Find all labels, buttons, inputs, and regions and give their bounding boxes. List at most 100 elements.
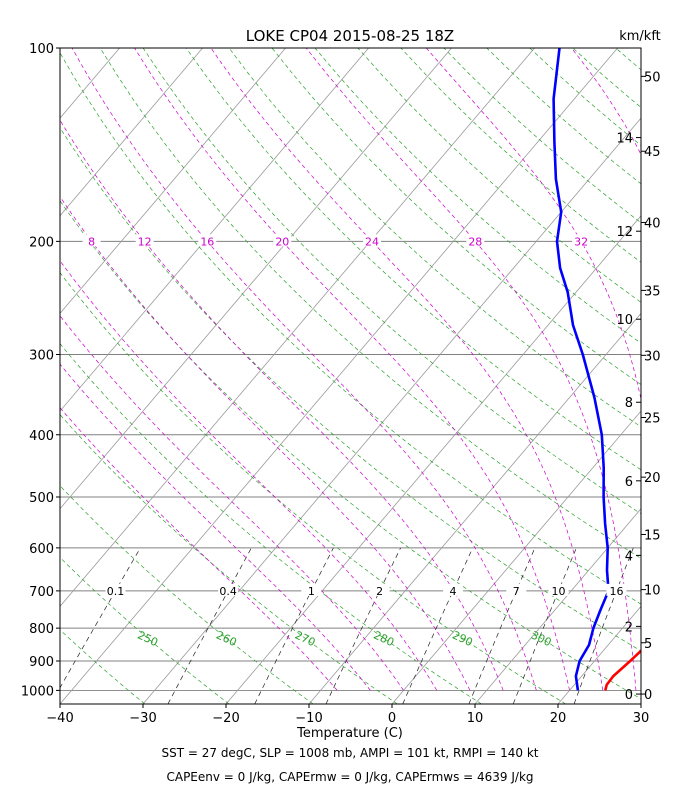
- moist-adiabat-label-bg: [198, 234, 217, 247]
- mixing-ratio-label: 0.1: [107, 585, 125, 598]
- dry-adiabat-230: [60, 702, 61, 704]
- moist-adiabat-28: [305, 48, 637, 691]
- km-tick-label: 2: [625, 620, 633, 635]
- kft-tick-label: 10: [644, 584, 661, 599]
- dry-adiabat-420: [486, 48, 641, 185]
- mixing-ratio-label: 7: [513, 585, 520, 598]
- moist-adiabat-32: [426, 48, 641, 401]
- mixing-ratio-line-4: [402, 547, 474, 704]
- mixing-ratio-label-bg: [369, 583, 390, 596]
- dry-adiabat-260: [60, 485, 314, 704]
- km-tick-label: 14: [616, 132, 633, 147]
- moist-adiabat-36: [571, 48, 641, 156]
- mixing-ratio-label-bg: [443, 583, 464, 596]
- km-tick-label: 0: [625, 688, 633, 703]
- km-tick-label: 6: [625, 475, 633, 490]
- moist-adiabat-label-bg: [572, 234, 591, 247]
- km-tick-label: 4: [625, 549, 633, 564]
- dry-adiabat-label: 300: [529, 629, 554, 650]
- kft-tick-label: 50: [644, 70, 661, 85]
- mixing-ratio-label: 0.4: [219, 585, 237, 598]
- pressure-tick-label: 600: [29, 542, 54, 557]
- pressure-tick-label: 300: [29, 348, 54, 363]
- mixing-ratio-label: 16: [609, 585, 623, 598]
- pressure-tick-label: 800: [29, 622, 54, 637]
- mixing-ratio-line-16: [573, 547, 634, 704]
- mixing-ratio-label: 4: [450, 585, 457, 598]
- dry-adiabat-320: [60, 52, 641, 605]
- mixing-ratio-line-0.4: [167, 547, 252, 704]
- mixing-ratio-label-bg: [606, 583, 627, 596]
- kft-tick-label: 25: [644, 411, 661, 426]
- moist-adiabat-4: [60, 260, 438, 691]
- isotherm--110: [0, 48, 37, 704]
- kft-tick-label: 20: [644, 471, 661, 486]
- dry-adiabat-label: 290: [450, 629, 475, 650]
- x-tick-label: 10: [467, 711, 484, 726]
- footer-line-1: SST = 27 degC, SLP = 1008 mb, AMPI = 101…: [161, 746, 539, 760]
- x-tick-label: −30: [129, 711, 156, 726]
- isotherm--90: [60, 48, 203, 217]
- dry-adiabat-410: [443, 48, 641, 224]
- kft-tick-label: 0: [644, 688, 652, 703]
- dry-adiabat-340: [142, 48, 641, 515]
- profile-lines: [552, 48, 641, 691]
- kft-tick-label: 35: [644, 284, 661, 299]
- moist-adiabat-8: [60, 196, 471, 691]
- x-axis-label: Temperature (C): [296, 726, 403, 741]
- mixing-ratio-line-7: [468, 547, 536, 704]
- dry-adiabat-290: [60, 272, 566, 704]
- dry-adiabat-460: [659, 48, 700, 704]
- mixing-ratio-line-0.1: [60, 547, 141, 689]
- grid-lines: [0, 48, 700, 704]
- kft-tick-label: 30: [644, 349, 661, 364]
- mixing-ratio-label: 2: [376, 585, 383, 598]
- mixing-ratio-label-bg: [548, 583, 569, 596]
- pressure-tick-label: 100: [29, 42, 54, 57]
- moist-adiabat-label: 20: [275, 235, 289, 248]
- kft-tick-label: 5: [644, 637, 652, 652]
- isotherm--60: [60, 48, 452, 510]
- moist-adiabat-label-bg: [363, 234, 382, 247]
- moist-adiabat-label-bg: [466, 234, 485, 247]
- kft-tick-label: 15: [644, 528, 661, 543]
- moist-adiabat-label-bg: [135, 234, 154, 247]
- pressure-tick-label: 400: [29, 429, 54, 444]
- isotherm--80: [60, 48, 286, 315]
- moist-adiabat-16: [71, 48, 537, 691]
- mixing-ratio-label: 1: [308, 585, 315, 598]
- mixing-ratio-label-bg: [506, 583, 527, 596]
- isotherm--70: [60, 48, 369, 412]
- km-kft-label: km/kft: [619, 29, 661, 44]
- dry-adiabat-250: [60, 556, 230, 704]
- mixing-ratio-label: 10: [552, 585, 566, 598]
- mixing-ratio-label-bg: [105, 583, 126, 596]
- x-tick-label: −20: [212, 711, 239, 726]
- moist-adiabat--4: [60, 363, 371, 691]
- mixing-ratio-line-2: [325, 547, 401, 704]
- moist-adiabat-0: [60, 315, 404, 691]
- moist-adiabat-label-bg: [273, 234, 292, 247]
- pressure-tick-label: 700: [29, 585, 54, 600]
- dry-adiabat-label: 260: [214, 629, 239, 650]
- dry-adiabat-300: [60, 200, 641, 700]
- moist-adiabat-label-bg: [82, 234, 101, 247]
- dry-adiabat-330: [99, 48, 641, 559]
- isotherm--50: [60, 48, 535, 607]
- moist-adiabat-label: 12: [138, 235, 152, 248]
- isotherm-0: [391, 410, 641, 704]
- plot-frame: [59, 47, 642, 705]
- dry-adiabat-370: [271, 48, 641, 386]
- dry-adiabat-440: [572, 48, 641, 108]
- pressure-tick-label: 500: [29, 491, 54, 506]
- x-tick-label: 20: [550, 711, 567, 726]
- x-tick-label: 30: [633, 711, 650, 726]
- km-tick-label: 8: [625, 396, 633, 411]
- dry-adiabat-label: 250: [135, 629, 160, 650]
- moist-adiabat-label: 24: [365, 235, 379, 248]
- x-tick-label: −40: [46, 711, 73, 726]
- moist-adiabat-20: [134, 48, 570, 691]
- footer-line-2: CAPEenv = 0 J/kg, CAPErmw = 0 J/kg, CAPE…: [166, 770, 534, 784]
